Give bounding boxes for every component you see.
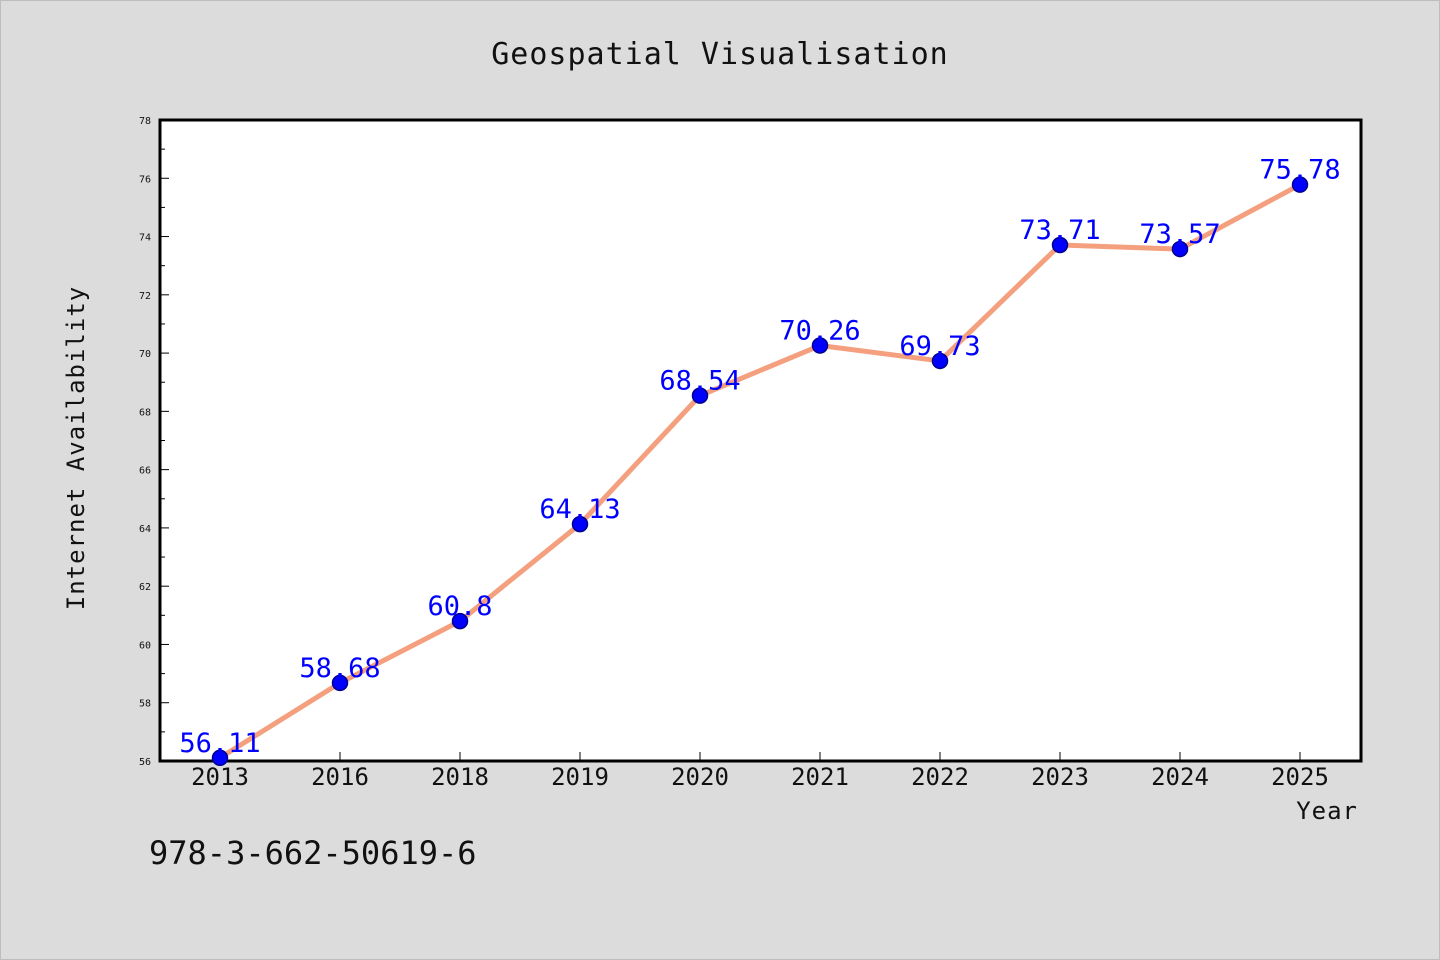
x-tick-label: 2022 bbox=[911, 763, 969, 791]
data-labels-layer: 56.11 58.68 60.8 64.13 68.54 70.26 69.73 73.71 7… bbox=[179, 155, 1340, 759]
x-tick-label: 2023 bbox=[1031, 763, 1089, 791]
y-tick-label: 72 bbox=[139, 291, 151, 302]
series-layer bbox=[211, 176, 1309, 767]
data-label: 75.78 bbox=[1259, 155, 1340, 186]
data-label: 69.73 bbox=[899, 331, 980, 362]
x-axis: 2013 2016 2018 2019 2020 2021 2022 2023 2024 2025 bbox=[191, 752, 1329, 791]
y-tick-label: 58 bbox=[139, 699, 151, 710]
data-point bbox=[571, 515, 589, 533]
data-point bbox=[211, 749, 229, 767]
x-tick-label: 2013 bbox=[191, 763, 249, 791]
x-tick-label: 2025 bbox=[1271, 763, 1329, 791]
data-point bbox=[931, 352, 949, 370]
x-tick-label: 2016 bbox=[311, 763, 369, 791]
plot-area bbox=[158, 118, 1363, 763]
x-tick-label: 2021 bbox=[791, 763, 849, 791]
y-axis: 56 58 60 62 64 66 68 70 72 74 76 78 bbox=[139, 116, 169, 768]
x-tick-label: 2020 bbox=[671, 763, 729, 791]
y-tick-label: 62 bbox=[139, 582, 151, 593]
data-label: 56.11 bbox=[179, 728, 260, 759]
data-point bbox=[1171, 240, 1189, 258]
y-tick-label: 74 bbox=[139, 233, 151, 244]
x-tick-label: 2024 bbox=[1151, 763, 1209, 791]
data-label: 68.54 bbox=[659, 366, 740, 397]
y-axis-label: Internet Availability bbox=[62, 286, 90, 610]
data-point bbox=[1051, 236, 1069, 254]
x-tick-label: 2019 bbox=[551, 763, 609, 791]
data-label: 58.68 bbox=[299, 653, 380, 684]
data-point bbox=[1291, 176, 1309, 193]
x-tick-label: 2018 bbox=[431, 763, 489, 791]
data-point bbox=[331, 674, 349, 692]
y-tick-label: 78 bbox=[139, 116, 151, 127]
y-tick-label: 66 bbox=[139, 466, 151, 477]
series-line bbox=[218, 182, 1302, 760]
data-label: 70.26 bbox=[779, 316, 860, 347]
y-tick-label: 68 bbox=[139, 407, 151, 418]
data-label: 60.8 bbox=[427, 591, 492, 622]
y-tick-label: 56 bbox=[139, 757, 151, 768]
data-label: 73.71 bbox=[1019, 215, 1100, 246]
y-tick-label: 76 bbox=[139, 174, 151, 185]
data-label: 73.57 bbox=[1139, 219, 1220, 250]
isbn-text: 978-3-662-50619-6 bbox=[149, 834, 477, 872]
y-tick-label: 64 bbox=[139, 524, 151, 535]
y-tick-label: 60 bbox=[139, 640, 151, 651]
y-tick-label: 70 bbox=[139, 349, 151, 360]
chart-title: Geospatial Visualisation bbox=[491, 37, 948, 72]
x-axis-label: Year bbox=[1296, 797, 1358, 825]
data-point bbox=[691, 387, 709, 404]
data-label: 64.13 bbox=[539, 494, 620, 525]
data-point bbox=[451, 612, 469, 630]
data-point bbox=[811, 337, 829, 354]
